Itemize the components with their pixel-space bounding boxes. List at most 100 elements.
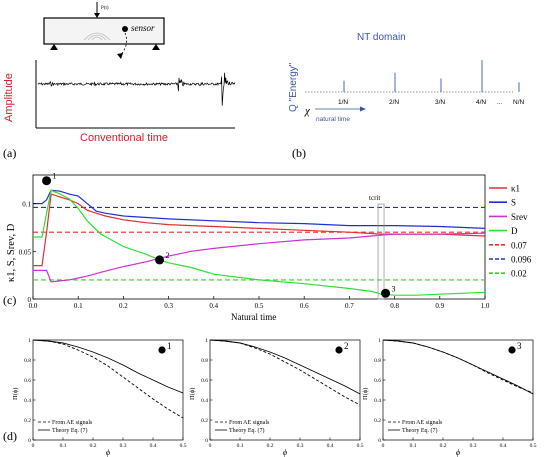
x-tick-label: 0.5	[357, 443, 364, 449]
x-tick-label: 0.1	[60, 443, 67, 449]
x-tick-label: 0.2	[119, 302, 128, 310]
x-tick-label: 0.5	[180, 443, 187, 449]
x-tick-label: 0.5	[255, 302, 264, 310]
wave-arc-1	[83, 32, 111, 41]
legend-label-0.02: 0.02	[511, 269, 527, 279]
theory-curve	[382, 339, 534, 395]
legend-label-theory: Theory Eq. (7)	[402, 427, 438, 434]
x-tick-label: 0.3	[297, 443, 304, 449]
x-tick-label: 0.9	[435, 302, 444, 310]
legend-label-D: D	[511, 226, 518, 236]
panel-c: tcrit 1 2 3 0.0 0.1 0.2 0.3 0.4 0.5 0.6 0.7 0.8 0.9…	[3, 172, 532, 322]
y-tick-label: 0	[28, 296, 32, 304]
stage-marker-dot	[158, 346, 166, 354]
q-energy-ylabel: Q "Energy"	[288, 62, 299, 112]
nt-tick-label: 2/N	[389, 99, 399, 106]
y-tick-label: 0.4	[374, 398, 381, 404]
ae-signal-curve	[32, 339, 184, 419]
subplot-frame	[209, 339, 361, 441]
sensor-dot	[122, 26, 128, 32]
legend-label-Srev: Srev	[511, 212, 528, 222]
y-tick-label: 0.6	[201, 378, 208, 384]
y-tick-label: 0.8	[24, 358, 31, 364]
y-tick-label: 0	[28, 438, 31, 444]
x-tick-label: 0.5	[530, 443, 537, 449]
sensor-lead-arrowhead	[117, 53, 123, 59]
pi-phi-subplot: 0 0.1 0.2 0.3 0.4 0.5 0 0.2 0.4 0.6 0.8 1 2 Π(ϕ) ϕ From…	[189, 338, 364, 457]
stage-marker-label: 2	[344, 341, 349, 351]
pi-phi-subplots: 0 0.1 0.2 0.3 0.4 0.5 0 0.2 0.4 0.6 0.8 1 1 Π(ϕ) ϕ From…	[12, 338, 537, 457]
x-tick-label: 0.2	[440, 443, 447, 449]
panel-d-label: (d)	[3, 429, 17, 443]
y-tick-label: 0.8	[374, 358, 381, 364]
chi-label: χ	[304, 105, 311, 117]
nt-tick-ellipsis: ...	[497, 100, 502, 106]
x-tick-label: 0.4	[150, 443, 157, 449]
y-tick-label: 0.6	[24, 378, 31, 384]
x-tick-label: 0	[382, 443, 385, 449]
pi-phi-ylabel: Π(ϕ)	[362, 388, 369, 400]
beam-specimen	[43, 17, 165, 45]
panel-d: 0 0.1 0.2 0.3 0.4 0.5 0 0.2 0.4 0.6 0.8 1 1 Π(ϕ) ϕ From…	[3, 338, 537, 457]
subplot-frame	[382, 339, 534, 441]
x-tick-label: 0.4	[327, 443, 334, 449]
wave-arc-3	[91, 36, 103, 41]
stage-marker-dot	[381, 288, 391, 298]
conventional-time-xlabel: Conventional time	[80, 132, 168, 144]
x-tick-label: 0.4	[500, 443, 507, 449]
x-tick-label: 0.0	[29, 302, 38, 310]
legend-label-κ1: κ1	[511, 184, 520, 194]
natural-time-arrowhead	[360, 106, 366, 112]
support-right	[152, 44, 160, 50]
y-tick-label: 0.2	[374, 418, 381, 424]
y-tick-label: 0.6	[374, 378, 381, 384]
y-tick-label: 1	[28, 338, 31, 344]
phi-xlabel: ϕ	[283, 448, 287, 457]
panel-c-label: (c)	[3, 293, 16, 307]
legend-label-0.096: 0.096	[511, 255, 532, 265]
sensor-label: sensor	[131, 23, 155, 33]
y-tick-label: 0.2	[24, 418, 31, 424]
natural-time-xlabel: Natural time	[231, 312, 276, 322]
legend-label-ae: From AE signals	[52, 420, 93, 426]
nt-tick-label: N/N	[513, 99, 525, 106]
nt-domain-title: NT domain	[357, 32, 406, 43]
x-tick-label: 0.3	[470, 443, 477, 449]
y-tick-label: 0	[378, 438, 381, 444]
panel-b-label: (b)	[292, 146, 306, 160]
panel-b: NT domain Q "Energy" 1/N 2/N 3/N 4/N... N/N …	[288, 32, 525, 160]
legend-label-ae: From AE signals	[229, 420, 270, 426]
x-tick-label: 0.1	[74, 302, 83, 310]
nt-tick-label: 3/N	[435, 99, 445, 106]
x-tick-label: 0.1	[410, 443, 417, 449]
x-tick-label: 0	[32, 443, 35, 449]
y-tick-label: 0.8	[201, 358, 208, 364]
theory-curve	[209, 339, 361, 395]
wave-arc-2	[87, 34, 107, 41]
x-tick-label: 0.6	[300, 302, 309, 310]
x-tick-label: 0.1	[237, 443, 244, 449]
support-left	[50, 44, 58, 50]
nt-tick-labels: 1/N 2/N 3/N 4/N... N/N	[338, 99, 525, 106]
x-tick-label: 0.2	[267, 443, 274, 449]
stage-marker-dot	[42, 176, 52, 186]
legend-label-ae: From AE signals	[402, 420, 443, 426]
y-tick-label: 0.4	[201, 398, 208, 404]
series-line-Srev	[33, 232, 486, 283]
y-tick-label: 0.4	[24, 398, 31, 404]
phi-xlabel: ϕ	[456, 448, 460, 457]
y-tick-label: 0.2	[201, 418, 208, 424]
stage-markers: 1 2 3	[42, 172, 396, 298]
x-tick-label: 0.2	[90, 443, 97, 449]
tcrit-label: tcrit	[369, 194, 380, 202]
x-tick-label: 0.4	[209, 302, 218, 310]
ae-signal-waveform	[37, 72, 236, 106]
main-ylabel: κ1, S, Srev, D	[6, 223, 17, 282]
phi-xlabel: ϕ	[106, 448, 110, 457]
x-tick-label: 0.3	[120, 443, 127, 449]
theory-curve	[32, 339, 184, 394]
pi-phi-subplot: 0 0.1 0.2 0.3 0.4 0.5 0 0.2 0.4 0.6 0.8 1 3 Π(ϕ) ϕ From…	[362, 338, 537, 457]
y-tick-label: 0	[205, 438, 208, 444]
tcrit-indicator: tcrit	[369, 194, 385, 300]
